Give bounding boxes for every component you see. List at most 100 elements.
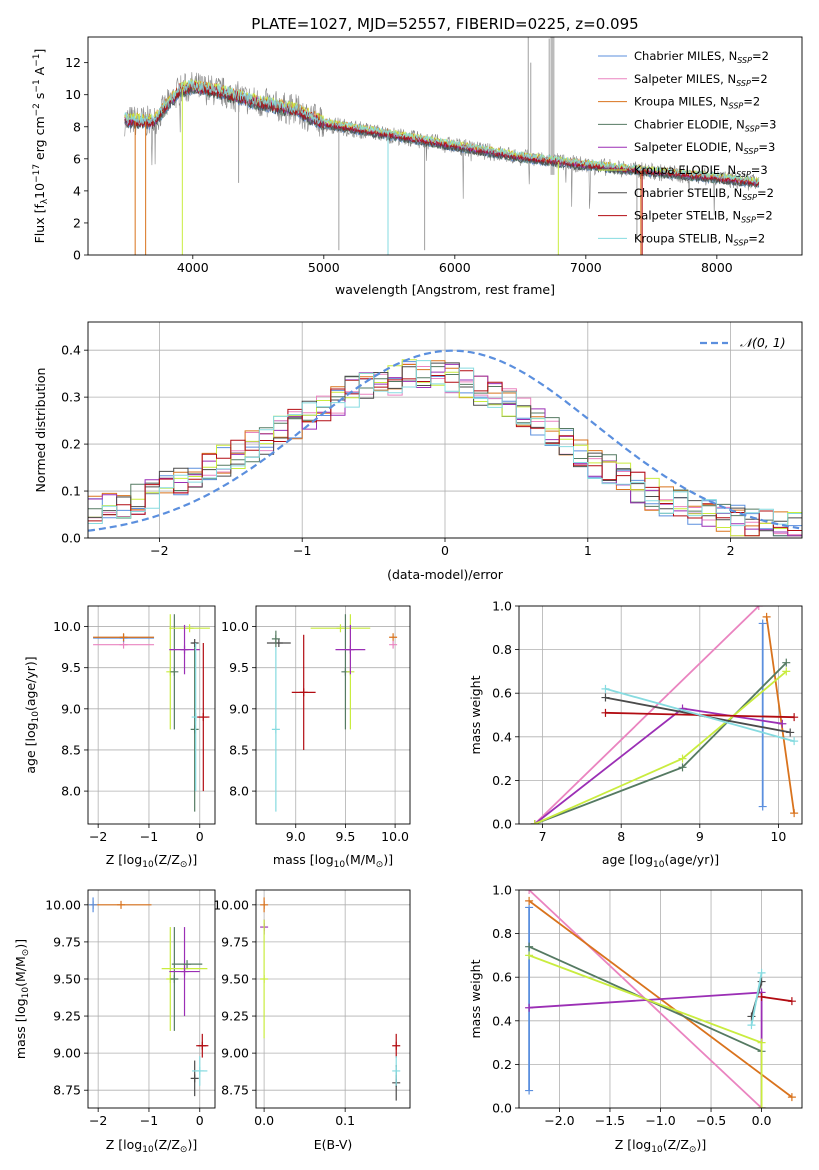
- x-tick-label: 4000: [177, 260, 209, 275]
- label-part: age [log: [23, 722, 38, 773]
- series-marker: [757, 1038, 766, 1047]
- label-part: (age/yr)]: [23, 656, 38, 711]
- x-tick-label: −2: [89, 1113, 107, 1128]
- label-part: mass [log: [273, 852, 334, 867]
- y-tick-label: 8: [73, 119, 81, 134]
- label-part: =2: [756, 209, 773, 223]
- x-tick-label: −0.5: [696, 1113, 726, 1128]
- y-tick-label: 2: [73, 215, 81, 230]
- label-part: SSP: [736, 170, 751, 179]
- series-marker: [525, 951, 534, 960]
- label-part: (Z/Z: [154, 852, 180, 867]
- label-part: =2: [751, 72, 768, 86]
- label-part: SSP: [736, 79, 751, 88]
- y-axis-label: mass weight: [468, 959, 483, 1038]
- x-tick-label: 9.5: [335, 829, 355, 844]
- axes-frame: [87, 605, 216, 825]
- series-marker: [778, 719, 787, 728]
- label-part: Chabrier STELIB, N: [634, 186, 742, 200]
- axes-frame: [255, 605, 411, 825]
- label-part: λ: [40, 198, 50, 204]
- y-tick-label: 8.0: [61, 784, 81, 799]
- point-marker: [299, 688, 308, 697]
- y-tick-label: 8.5: [61, 742, 81, 757]
- point-marker: [198, 1041, 207, 1050]
- point-marker: [183, 960, 192, 969]
- series-marker: [525, 942, 534, 951]
- x-tick-label: −1.0: [645, 1113, 675, 1128]
- point-marker: [336, 624, 345, 633]
- series-marker: [601, 684, 610, 693]
- y-tick-label: 9.00: [53, 1046, 81, 1061]
- x-axis-label: Z [log10(Z/Z⊙)]: [106, 852, 197, 870]
- x-axis-label: E(B-V): [314, 1137, 353, 1152]
- y-tick-label: 0.8: [492, 926, 512, 941]
- label-part: Salpeter ELODIE, N: [634, 140, 744, 154]
- label-part: =2: [748, 231, 765, 245]
- label-part: −17: [32, 164, 42, 183]
- y-axis-label: Normed distribution: [33, 368, 48, 493]
- series-marker: [678, 754, 687, 763]
- y-tick-label: 8.75: [53, 1083, 81, 1098]
- y-tick-label: 9.50: [221, 971, 249, 986]
- y-tick-label: 10.0: [53, 619, 81, 634]
- point-marker: [180, 967, 189, 976]
- x-axis-label: Z [log10(Z/Z⊙)]: [106, 1137, 197, 1155]
- label-part: SSP: [742, 193, 757, 202]
- point-marker: [119, 633, 128, 642]
- label-part: mass [log: [13, 998, 28, 1059]
- label-part: (Z/Z: [154, 1137, 180, 1152]
- label-part: SSP: [744, 147, 759, 156]
- point-marker: [185, 624, 194, 633]
- spectrum-lines: [124, 37, 760, 255]
- point-marker: [180, 645, 189, 654]
- y-tick-label: 0.4: [492, 729, 512, 744]
- hist-salpeter_elodie: [88, 363, 802, 537]
- label-part: Chabrier MILES, N: [634, 49, 737, 63]
- label-part: )]: [187, 1137, 197, 1152]
- series-marker: [758, 802, 767, 811]
- x-tick-label: −1: [140, 1113, 158, 1128]
- label-part: ⊙: [180, 1145, 188, 1155]
- label-part: 10: [31, 711, 41, 723]
- label-part: SSP: [737, 56, 752, 65]
- x-axis-label: age [log10(age/yr)]: [602, 852, 719, 870]
- legend-label: Salpeter ELODIE, NSSP=3: [634, 140, 775, 156]
- series-marker: [786, 728, 795, 737]
- series-marker: [525, 1003, 534, 1012]
- series-marker: [790, 713, 799, 722]
- axes-frame: [518, 889, 803, 1109]
- series-kroupa_stelib: [750, 972, 763, 1026]
- point-marker: [199, 713, 208, 722]
- x-tick-label: −1: [293, 543, 311, 558]
- label-part: (M/M: [345, 852, 376, 867]
- point-marker: [117, 900, 126, 909]
- series-marker: [757, 977, 766, 986]
- y-tick-label: 10: [65, 87, 81, 102]
- gaussian-curve: [88, 349, 800, 532]
- x-tick-label: 0: [196, 829, 204, 844]
- series-marker: [601, 693, 610, 702]
- series-marker: [787, 1093, 796, 1102]
- label-part: ]: [32, 49, 47, 54]
- y-tick-label: 6: [73, 151, 81, 166]
- label-part: 10: [21, 987, 31, 999]
- series-salpeter_stelib: [761, 995, 793, 1003]
- errorbars: [93, 614, 210, 812]
- series-marker: [787, 997, 796, 1006]
- x-tick-label: 0.1: [335, 1113, 355, 1128]
- point-marker: [195, 1066, 204, 1075]
- y-tick-label: 9.0: [229, 701, 249, 716]
- y-tick-label: 0.2: [492, 773, 512, 788]
- y-tick-label: 0.0: [492, 817, 512, 832]
- label-part: (age/yr)]: [664, 852, 719, 867]
- axes-5: [88, 890, 215, 1108]
- series-marker: [790, 737, 799, 746]
- y-tick-label: 0.2: [61, 437, 81, 452]
- label-part: ⊙: [21, 949, 31, 957]
- model-kroupa_stelib: [124, 79, 760, 184]
- y-tick-label: 10.0: [221, 619, 249, 634]
- point-marker: [271, 725, 280, 734]
